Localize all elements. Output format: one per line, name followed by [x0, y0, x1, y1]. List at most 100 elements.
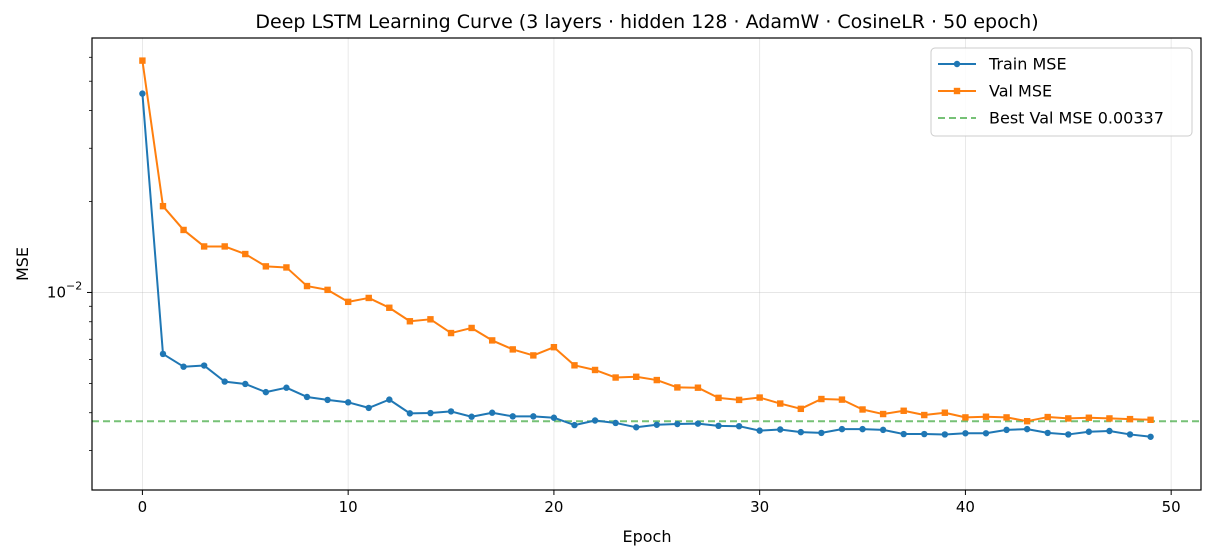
data-point — [1106, 415, 1113, 422]
data-point — [653, 376, 660, 384]
data-point — [303, 393, 311, 401]
series-train — [139, 90, 1154, 440]
x-tick-label: 30 — [750, 498, 769, 516]
data-point — [1147, 433, 1154, 440]
data-point — [324, 286, 331, 294]
data-point — [1044, 413, 1051, 421]
data-point — [344, 399, 352, 406]
y-tick-label: 10 — [47, 283, 66, 301]
data-point — [674, 384, 681, 391]
data-point — [941, 431, 949, 438]
data-point — [694, 384, 702, 391]
data-point — [818, 395, 825, 403]
data-point — [941, 409, 949, 416]
x-axis-label: Epoch — [623, 527, 672, 546]
data-point — [715, 394, 722, 402]
data-point — [159, 202, 167, 210]
data-point — [735, 422, 743, 430]
data-point — [447, 329, 455, 337]
data-point — [921, 430, 928, 438]
data-point — [242, 380, 249, 388]
series-val — [139, 57, 1154, 425]
data-point — [633, 424, 640, 431]
data-point — [1023, 425, 1031, 433]
data-point — [859, 406, 866, 413]
data-point — [900, 407, 907, 414]
data-point — [962, 430, 969, 437]
y-tick-label-exponent: −2 — [66, 279, 82, 292]
data-point — [365, 294, 372, 302]
data-point — [242, 250, 249, 258]
data-point — [1147, 416, 1154, 423]
series-line — [141, 60, 1151, 423]
data-point — [200, 243, 208, 250]
data-point — [530, 413, 537, 420]
series-line — [141, 93, 1151, 438]
data-point — [139, 57, 146, 64]
data-point — [427, 316, 434, 323]
data-point — [468, 413, 475, 420]
data-point — [571, 421, 578, 429]
data-point — [1126, 431, 1134, 438]
data-point — [777, 400, 784, 407]
y-axis-label: MSE — [13, 247, 32, 281]
data-point — [509, 346, 516, 353]
data-point — [838, 396, 846, 403]
data-point — [180, 363, 187, 370]
data-point — [406, 410, 414, 417]
data-point — [283, 264, 290, 271]
legend-label: Val MSE — [989, 82, 1052, 101]
data-point — [982, 413, 990, 420]
y-axis-ticks: 10 −2 — [47, 56, 92, 451]
legend-item: Train MSE — [938, 55, 1067, 74]
x-tick-label: 10 — [339, 498, 358, 516]
data-point — [1065, 415, 1072, 422]
data-point — [488, 409, 496, 416]
data-point — [591, 417, 599, 424]
data-point — [1003, 414, 1010, 421]
data-point — [344, 298, 352, 306]
x-tick-label: 40 — [956, 498, 975, 516]
data-point — [756, 394, 763, 401]
x-tick-label: 50 — [1162, 498, 1181, 516]
data-point — [571, 362, 578, 369]
data-point — [550, 343, 558, 351]
data-point — [262, 263, 270, 270]
data-point — [303, 282, 311, 290]
legend-swatch-marker — [953, 60, 961, 68]
data-point — [653, 421, 660, 428]
plot-frame — [91, 37, 1202, 491]
data-point — [818, 429, 825, 437]
data-point — [406, 318, 414, 325]
data-point — [427, 409, 434, 417]
legend-item: Best Val MSE 0.00337 — [938, 109, 1164, 128]
data-point — [715, 422, 722, 430]
data-point — [859, 425, 866, 433]
x-axis-ticks: 0 10 20 30 40 50 — [138, 490, 1181, 516]
data-point — [324, 396, 331, 404]
data-point — [962, 414, 969, 421]
data-point — [1023, 417, 1031, 425]
data-point — [1085, 414, 1093, 421]
data-point — [756, 427, 763, 434]
data-point — [612, 374, 619, 381]
data-point — [200, 362, 208, 369]
data-point — [1065, 431, 1072, 438]
legend-swatch-marker — [953, 87, 961, 95]
legend-label: Train MSE — [988, 55, 1067, 74]
data-point — [694, 420, 702, 427]
data-point — [674, 420, 681, 428]
legend-item: Val MSE — [938, 82, 1052, 101]
data-point — [139, 90, 146, 97]
data-point — [365, 404, 372, 412]
data-point — [797, 428, 805, 436]
data-point — [900, 430, 907, 438]
data-point — [180, 226, 187, 234]
data-point — [1003, 426, 1010, 434]
legend: Train MSE Val MSE Best Val MSE 0.00337 — [930, 47, 1193, 137]
data-point — [982, 430, 990, 437]
data-point — [530, 352, 537, 359]
data-point — [735, 396, 743, 404]
